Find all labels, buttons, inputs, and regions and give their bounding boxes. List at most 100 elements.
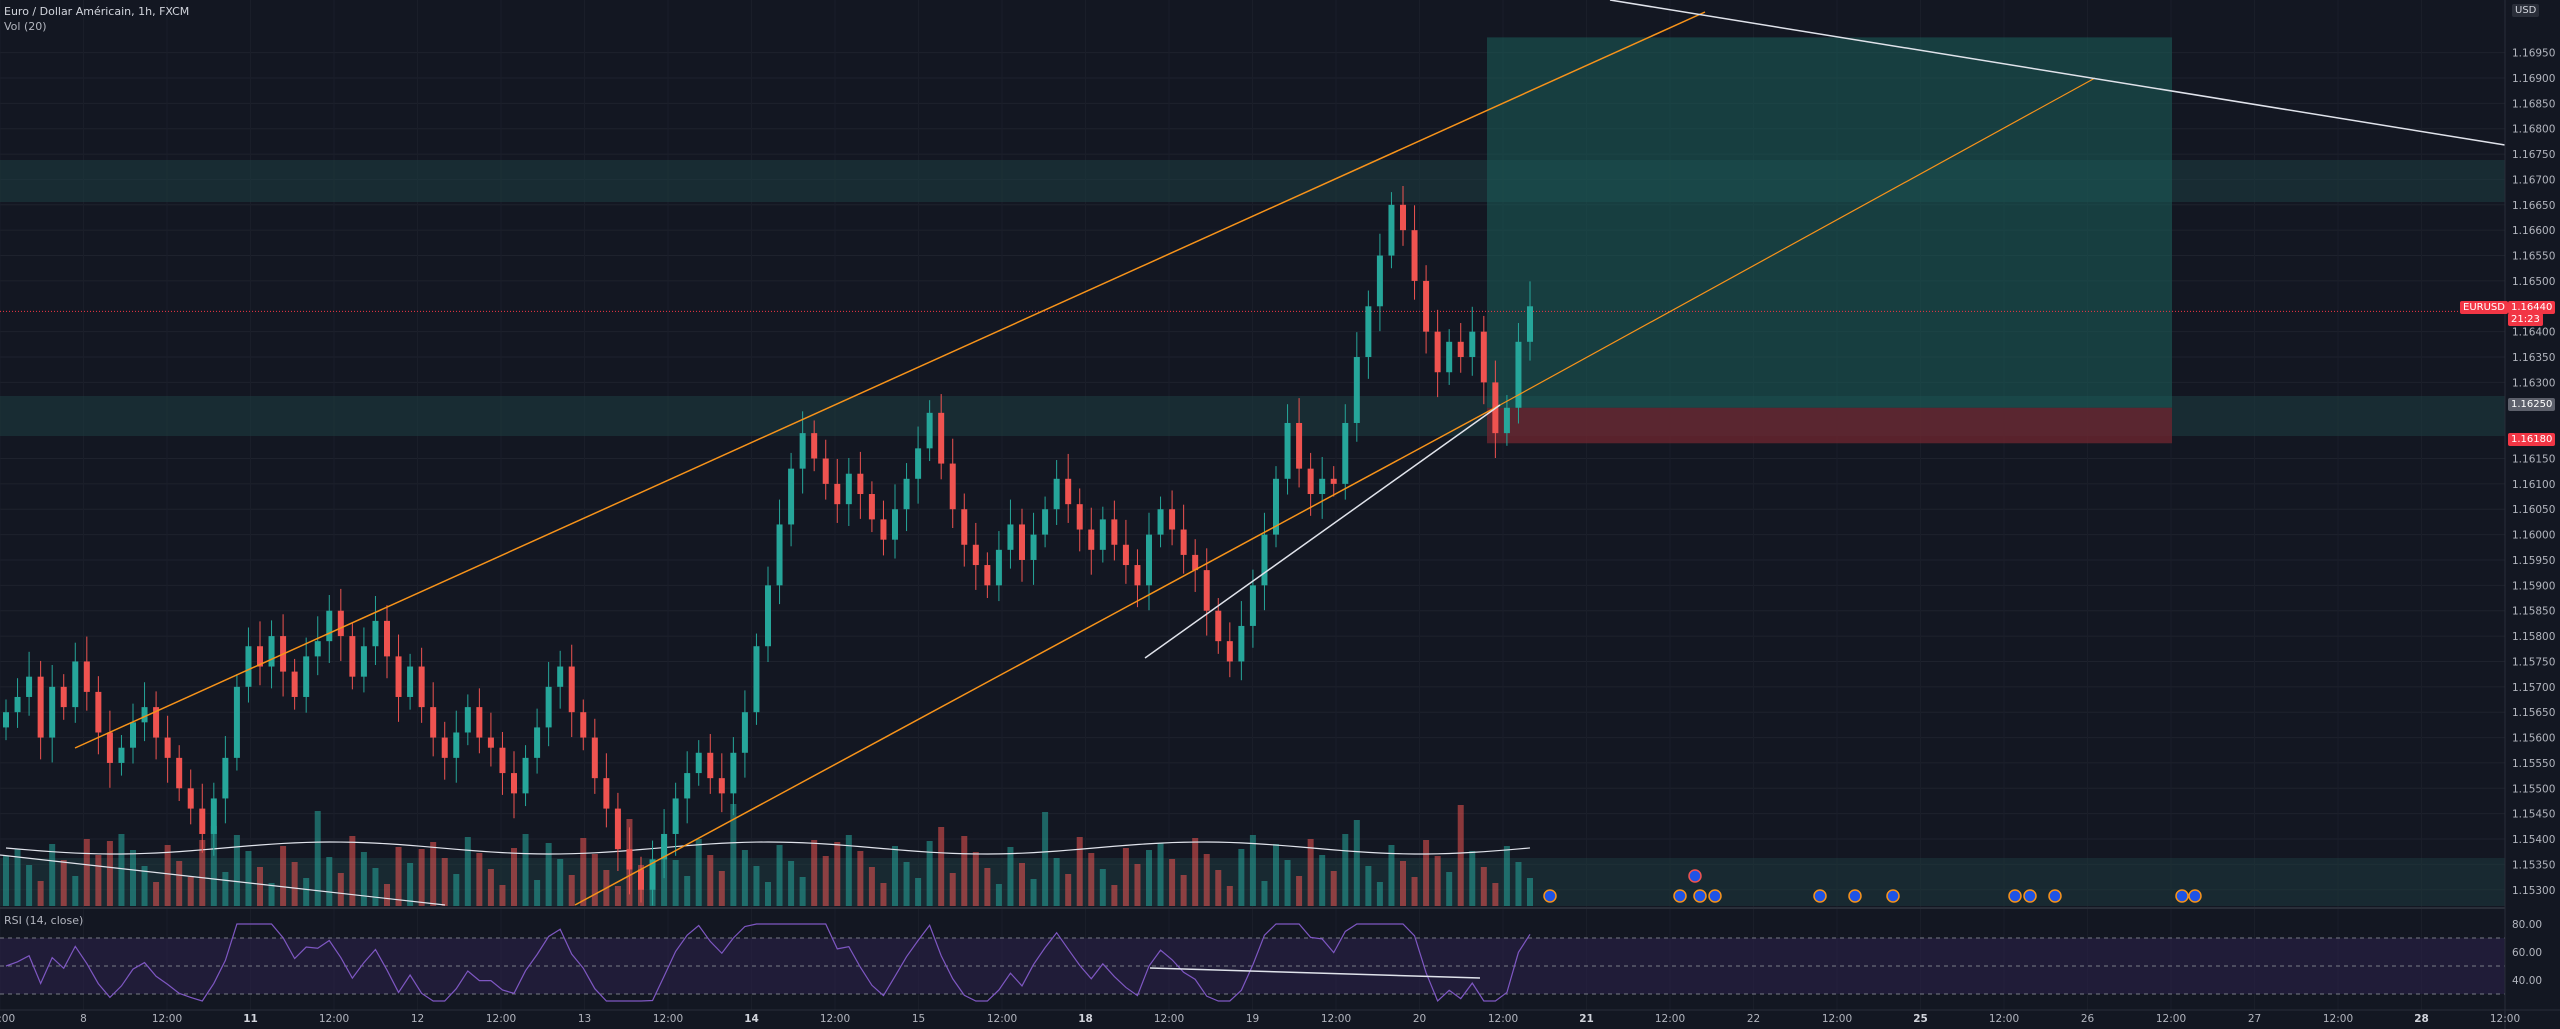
- price-tick-label: 1.15900: [2512, 580, 2555, 592]
- volume-bar: [487, 869, 494, 906]
- price-tick-label: 1.16650: [2512, 200, 2555, 212]
- volume-bar: [199, 840, 206, 906]
- candle-body: [1434, 331, 1441, 373]
- volume-bar: [1492, 883, 1499, 906]
- price-tick-label: 1.15450: [2512, 809, 2555, 821]
- symbol-title[interactable]: Euro / Dollar Américain, 1h, FXCM: [4, 5, 190, 18]
- time-tick-label: 27: [2248, 1013, 2261, 1025]
- time-tick-label: 12:00: [152, 1013, 182, 1025]
- candle-body: [1284, 422, 1291, 479]
- volume-bar: [1376, 882, 1383, 906]
- candle-body: [118, 747, 125, 763]
- candle-body: [453, 732, 460, 758]
- candle-body: [661, 833, 668, 860]
- price-tick-label: 1.16150: [2512, 454, 2555, 466]
- candlesticks: [3, 186, 1533, 906]
- candle-body: [892, 509, 898, 540]
- volume-bar: [1273, 844, 1279, 906]
- volume-bar: [984, 868, 991, 906]
- volume-bar: [1180, 875, 1187, 906]
- rsi-line: [5, 923, 1531, 1003]
- candle-body: [1238, 625, 1245, 662]
- time-tick-label: 12:00: [2156, 1013, 2186, 1025]
- candle-body: [499, 747, 506, 774]
- volume-bar: [1053, 858, 1060, 906]
- candle-body: [1342, 422, 1349, 484]
- volume-bar: [1388, 845, 1395, 906]
- volume-bar: [695, 839, 702, 906]
- candle-body: [384, 620, 390, 657]
- candle-body: [1192, 554, 1199, 571]
- volume-bar: [938, 827, 945, 906]
- volume-bar: [1457, 805, 1464, 906]
- currency-label[interactable]: USD: [2512, 4, 2540, 17]
- candle-body: [14, 696, 21, 713]
- volume-bar: [765, 882, 771, 906]
- candle-body: [1411, 230, 1418, 281]
- time-tick-label: 12:00: [1822, 1013, 1852, 1025]
- volume-bar: [534, 880, 541, 906]
- candle-body: [360, 646, 367, 677]
- price-tick-label: 1.15350: [2512, 859, 2555, 871]
- candle-body: [1457, 341, 1464, 358]
- time-tick-label: 12:00: [1154, 1013, 1184, 1025]
- candle-body: [1365, 306, 1372, 358]
- volume-bar: [210, 826, 217, 906]
- volume-bar: [14, 849, 21, 906]
- time-tick-label: 12:00: [319, 1013, 349, 1025]
- volume-bar: [37, 881, 44, 906]
- candle-body: [972, 544, 979, 566]
- candle-body: [776, 524, 783, 586]
- price-tick-label: 1.16500: [2512, 276, 2555, 288]
- candle-body: [60, 686, 67, 708]
- time-tick-label: 12:00: [653, 1013, 683, 1025]
- volume-bar: [1007, 847, 1014, 906]
- candle-body: [684, 773, 691, 799]
- rsi-divergence-line: [1149, 967, 1481, 979]
- candle-body: [984, 565, 991, 586]
- volume-bar: [222, 872, 229, 906]
- volume-bar: [776, 845, 783, 906]
- volume-bar: [233, 835, 240, 906]
- economic-event-markers[interactable]: [1543, 869, 2202, 903]
- volume-indicator-label[interactable]: Vol (20): [4, 20, 47, 33]
- candle-body: [1088, 529, 1095, 550]
- time-tick-label: 26: [2081, 1013, 2095, 1025]
- volume-bar: [268, 883, 275, 906]
- time-tick-label: 12:00: [1989, 1013, 2019, 1025]
- event-marker-icon: [1693, 889, 1707, 903]
- volume-bar: [1215, 870, 1222, 906]
- volume-bar: [1284, 860, 1291, 906]
- volume-bar: [591, 854, 598, 906]
- candle-body: [961, 509, 968, 545]
- volume-bar: [303, 878, 310, 906]
- volume-bar: [1203, 854, 1210, 906]
- candle-body: [1480, 331, 1487, 383]
- rsi-indicator-label[interactable]: RSI (14, close): [4, 914, 84, 927]
- price-tick-label: 1.16750: [2512, 149, 2555, 161]
- candle-body: [430, 707, 437, 738]
- candle-body: [857, 473, 864, 495]
- candle-body: [834, 483, 841, 505]
- volume-bar: [1088, 853, 1095, 906]
- projected-channel-line: [1499, 77, 2096, 406]
- volume-bar: [187, 877, 194, 906]
- volume-bar: [1503, 846, 1510, 906]
- volume-bar: [26, 865, 33, 906]
- price-tick-label: 1.16700: [2512, 174, 2555, 186]
- volume-bar: [453, 874, 460, 906]
- volume-bar: [1261, 881, 1268, 906]
- volume-bar: [106, 841, 113, 906]
- drawn-trendlines[interactable]: [0, 0, 2506, 906]
- time-tick-label: 12:00: [820, 1013, 850, 1025]
- volume-bar: [1146, 850, 1152, 906]
- volume-bar: [176, 861, 183, 906]
- symbol-tag: EURUSD: [2460, 301, 2508, 314]
- candle-body: [845, 473, 852, 505]
- stop-zone: [1487, 407, 2172, 444]
- volume-bar: [580, 838, 587, 906]
- volume-bar: [868, 867, 875, 906]
- candle-body: [511, 773, 517, 794]
